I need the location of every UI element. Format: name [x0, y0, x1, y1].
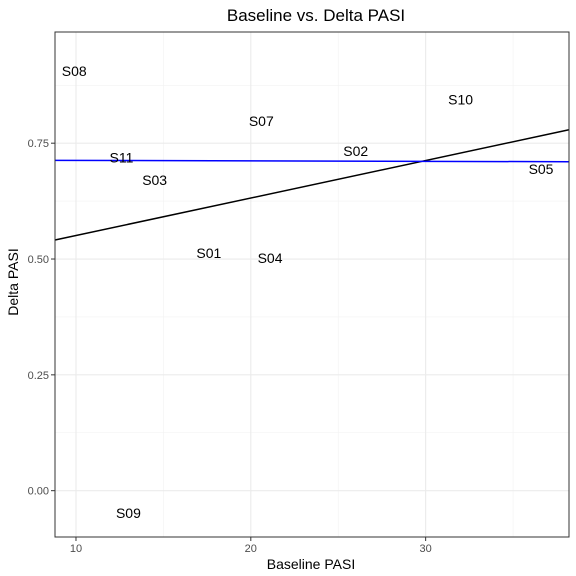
x-axis-title: Baseline PASI	[267, 556, 355, 572]
y-axis-title: Delta PASI	[5, 248, 21, 315]
y-tick-label: 0.00	[28, 486, 49, 498]
point-label: S02	[343, 143, 368, 159]
fit-lines	[54, 129, 570, 241]
y-tick-label: 0.75	[28, 138, 49, 150]
point-label: S09	[116, 505, 141, 521]
y-tick-label: 0.50	[28, 254, 49, 266]
reference-line	[54, 159, 570, 163]
x-tick-label: 20	[245, 543, 257, 555]
y-tick-label: 0.25	[28, 370, 49, 382]
point-label: S03	[142, 172, 167, 188]
x-axis-ticks: 10 20 30	[70, 537, 432, 555]
point-label: S04	[258, 250, 283, 266]
point-label: S07	[249, 113, 274, 129]
x-tick-label: 30	[420, 543, 432, 555]
y-axis-ticks: 0.00 0.25 0.50 0.75	[28, 138, 55, 498]
point-label: S01	[196, 245, 221, 261]
point-label: S08	[62, 63, 87, 79]
x-tick-label: 10	[70, 543, 82, 555]
regression-line	[54, 129, 570, 241]
plot-panel	[55, 32, 569, 537]
point-label: S10	[448, 92, 473, 108]
point-labels: S08 S10 S07 S02 S11 S05 S03 S01 S04 S09	[62, 63, 554, 521]
point-label: S05	[529, 161, 554, 177]
plot-border	[54, 31, 570, 538]
chart-title: Baseline vs. Delta PASI	[227, 6, 405, 25]
minor-gridlines	[55, 32, 569, 537]
point-label: S11	[109, 150, 133, 166]
major-gridlines	[55, 32, 569, 537]
